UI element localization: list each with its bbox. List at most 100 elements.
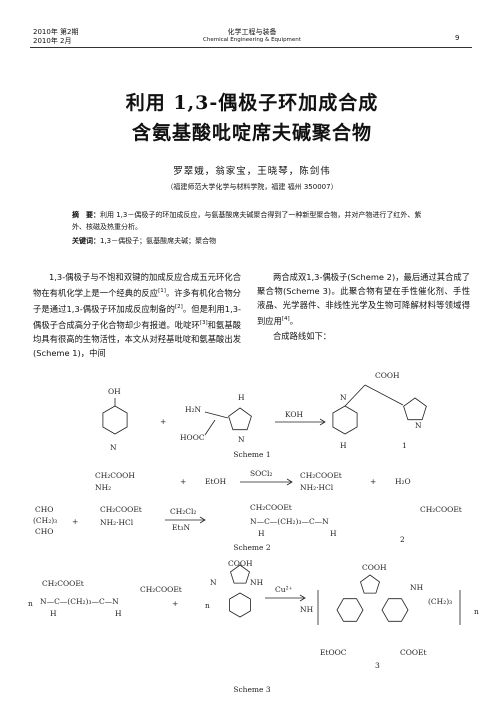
formula-label: N bbox=[110, 443, 117, 452]
date: 2010年 2月 bbox=[33, 37, 72, 45]
formula-label: 3 bbox=[375, 661, 380, 670]
formula-label: OH bbox=[108, 387, 121, 396]
formula-label: CH₂Cl₂ bbox=[170, 507, 196, 516]
text: 。许多有机化合物分子是通过1,3-偶极子环加成反应制备的 bbox=[33, 287, 241, 314]
formula-label: CH₂COOEt bbox=[100, 505, 142, 514]
formula-label: COOH bbox=[362, 563, 387, 572]
formula-label: EtOOC bbox=[320, 648, 347, 657]
formula-label: H bbox=[330, 529, 337, 538]
formula-label: + bbox=[172, 599, 178, 608]
citation: [4] bbox=[281, 316, 290, 323]
formula-label: NH bbox=[300, 605, 314, 614]
formula-label: n bbox=[28, 599, 33, 608]
formula-label: H bbox=[50, 609, 57, 618]
right-column: 两合成双1,3-偶极子(Scheme 2)，最后通过其合成了聚合物(Scheme… bbox=[257, 270, 470, 343]
keywords-label: 关键词： bbox=[72, 237, 100, 245]
affiliation: （福建师范大学化学与材料学院，福建 福州 350007） bbox=[166, 183, 338, 191]
formula-label: n bbox=[474, 607, 479, 616]
formula-label: CH₂COOEt bbox=[420, 505, 462, 514]
formula-label: N bbox=[238, 435, 245, 444]
formula-label: Cu²⁺ bbox=[275, 585, 293, 594]
ring bbox=[229, 592, 251, 618]
ring bbox=[403, 397, 427, 421]
ring bbox=[228, 407, 252, 431]
formula-label: CH₂COOH bbox=[95, 471, 135, 480]
bond bbox=[204, 419, 216, 436]
ring bbox=[332, 405, 358, 435]
formula-label: n bbox=[205, 601, 210, 610]
text: 。但是利用1,3-偶极子合成高分子化合物却少有报道。吡啶环 bbox=[33, 303, 241, 330]
scheme-caption: Scheme 3 bbox=[233, 685, 271, 694]
arrow-head bbox=[286, 478, 293, 486]
keywords: 关键词：1,3－偶极子；氨基酸席夫碱；聚合物 bbox=[72, 236, 216, 246]
formula-label: NH₂·HCl bbox=[100, 518, 134, 527]
formula-label: COOH bbox=[375, 371, 400, 380]
abstract-text: 利用 1,3－偶极子的环加成反应，与氨基酸席夫碱聚合得到了一种新型聚合物，并对产… bbox=[72, 211, 422, 231]
text: 1,3-偶极子与不饱和双键的加成反应合成五元环化合物在有机化学上是一个经典的反应 bbox=[33, 272, 241, 298]
formula-label: CH₂COOEt bbox=[300, 471, 342, 480]
formula-label: N bbox=[210, 578, 217, 587]
text: 。 bbox=[289, 316, 299, 327]
formula-label: 2 bbox=[400, 535, 405, 544]
formula-label: CHO bbox=[35, 505, 53, 514]
formula-label: H bbox=[238, 393, 245, 402]
citation: [3] bbox=[199, 320, 208, 327]
formula-label: COOEt bbox=[400, 648, 427, 657]
formula-label: CH₂COOEt bbox=[250, 503, 292, 512]
rule bbox=[30, 47, 472, 48]
ring bbox=[336, 598, 364, 622]
ring bbox=[381, 598, 409, 622]
formula-label: NH bbox=[410, 583, 424, 592]
formula-label: CHO bbox=[35, 527, 53, 536]
page-number: 9 bbox=[455, 34, 460, 42]
formula-label: N bbox=[415, 421, 422, 430]
formula-label: KOH bbox=[285, 410, 304, 419]
ring bbox=[360, 574, 380, 594]
formula-label: Et₃N bbox=[172, 523, 190, 532]
formula-label: EtOH bbox=[205, 477, 227, 486]
route: 合成路线如下： bbox=[273, 330, 332, 341]
formula-label: H₂O bbox=[395, 477, 411, 486]
keywords-text: 1,3－偶极子；氨基酸席夫碱；聚合物 bbox=[100, 237, 217, 245]
title: 含氨基酸吡啶席夫碱聚合物 bbox=[131, 122, 372, 144]
formula-label: CH₂COOEt bbox=[42, 579, 84, 588]
formula-label: + bbox=[180, 477, 186, 486]
formula-label: + bbox=[370, 477, 376, 486]
formula-label: NH bbox=[250, 578, 264, 587]
formula-label: + bbox=[160, 417, 166, 426]
journal: 化学工程与装备 bbox=[227, 28, 277, 36]
abstract-label: 摘 要： bbox=[72, 211, 100, 219]
text: 两合成双1,3-偶极子(Scheme 2)，最后通过其合成了聚合物(Scheme… bbox=[257, 272, 470, 327]
formula-label: (CH₂)₃ bbox=[33, 516, 57, 525]
bond bbox=[204, 411, 229, 419]
formula-label: (CH₂)₃ bbox=[428, 597, 452, 606]
ring bbox=[230, 564, 250, 584]
formula-label: CH₂COOEt bbox=[140, 585, 182, 594]
formula-label: 1 bbox=[402, 441, 407, 450]
formula-label: + bbox=[72, 517, 78, 526]
formula-label: H bbox=[258, 529, 265, 538]
formula-label: NH₂·HCl bbox=[300, 483, 334, 492]
arrow-head bbox=[199, 516, 206, 524]
scheme-caption: Scheme 1 bbox=[233, 450, 270, 459]
formula-label: HOOC bbox=[180, 433, 205, 442]
bond bbox=[364, 384, 404, 406]
left-column: 1,3-偶极子与不饱和双键的加成反应合成五元环化合物在有机化学上是一个经典的反应… bbox=[33, 270, 241, 361]
authors: 罗翠娥，翁家宝，王晓琴，陈剑伟 bbox=[173, 166, 331, 177]
journal-en: Chemical Engineering & Equipment bbox=[203, 37, 301, 43]
arrow-head bbox=[299, 594, 306, 602]
formula-label: SOCl₂ bbox=[250, 469, 272, 478]
title: 利用 1,3-偶极子环加成合成 bbox=[125, 92, 379, 114]
formula-label: H₂N bbox=[185, 405, 202, 414]
citation: [1] bbox=[158, 288, 166, 295]
bond bbox=[344, 384, 366, 407]
formula-label: H bbox=[340, 441, 347, 450]
arrow-head bbox=[319, 418, 326, 426]
abstract: 摘 要：利用 1,3－偶极子的环加成反应，与氨基酸席夫碱聚合得到了一种新型聚合物… bbox=[72, 209, 432, 233]
formula-label: H bbox=[115, 609, 122, 618]
scheme-caption: Scheme 2 bbox=[233, 543, 271, 552]
formula-label: N—C—(CH₂)₃—C—N bbox=[40, 597, 119, 606]
formula-label: NH₂ bbox=[95, 483, 111, 492]
text: 和氨基酸均具有很高的生物活性，本文从对羟基吡啶和氨基酸出发(Scheme 1)，… bbox=[33, 319, 241, 359]
